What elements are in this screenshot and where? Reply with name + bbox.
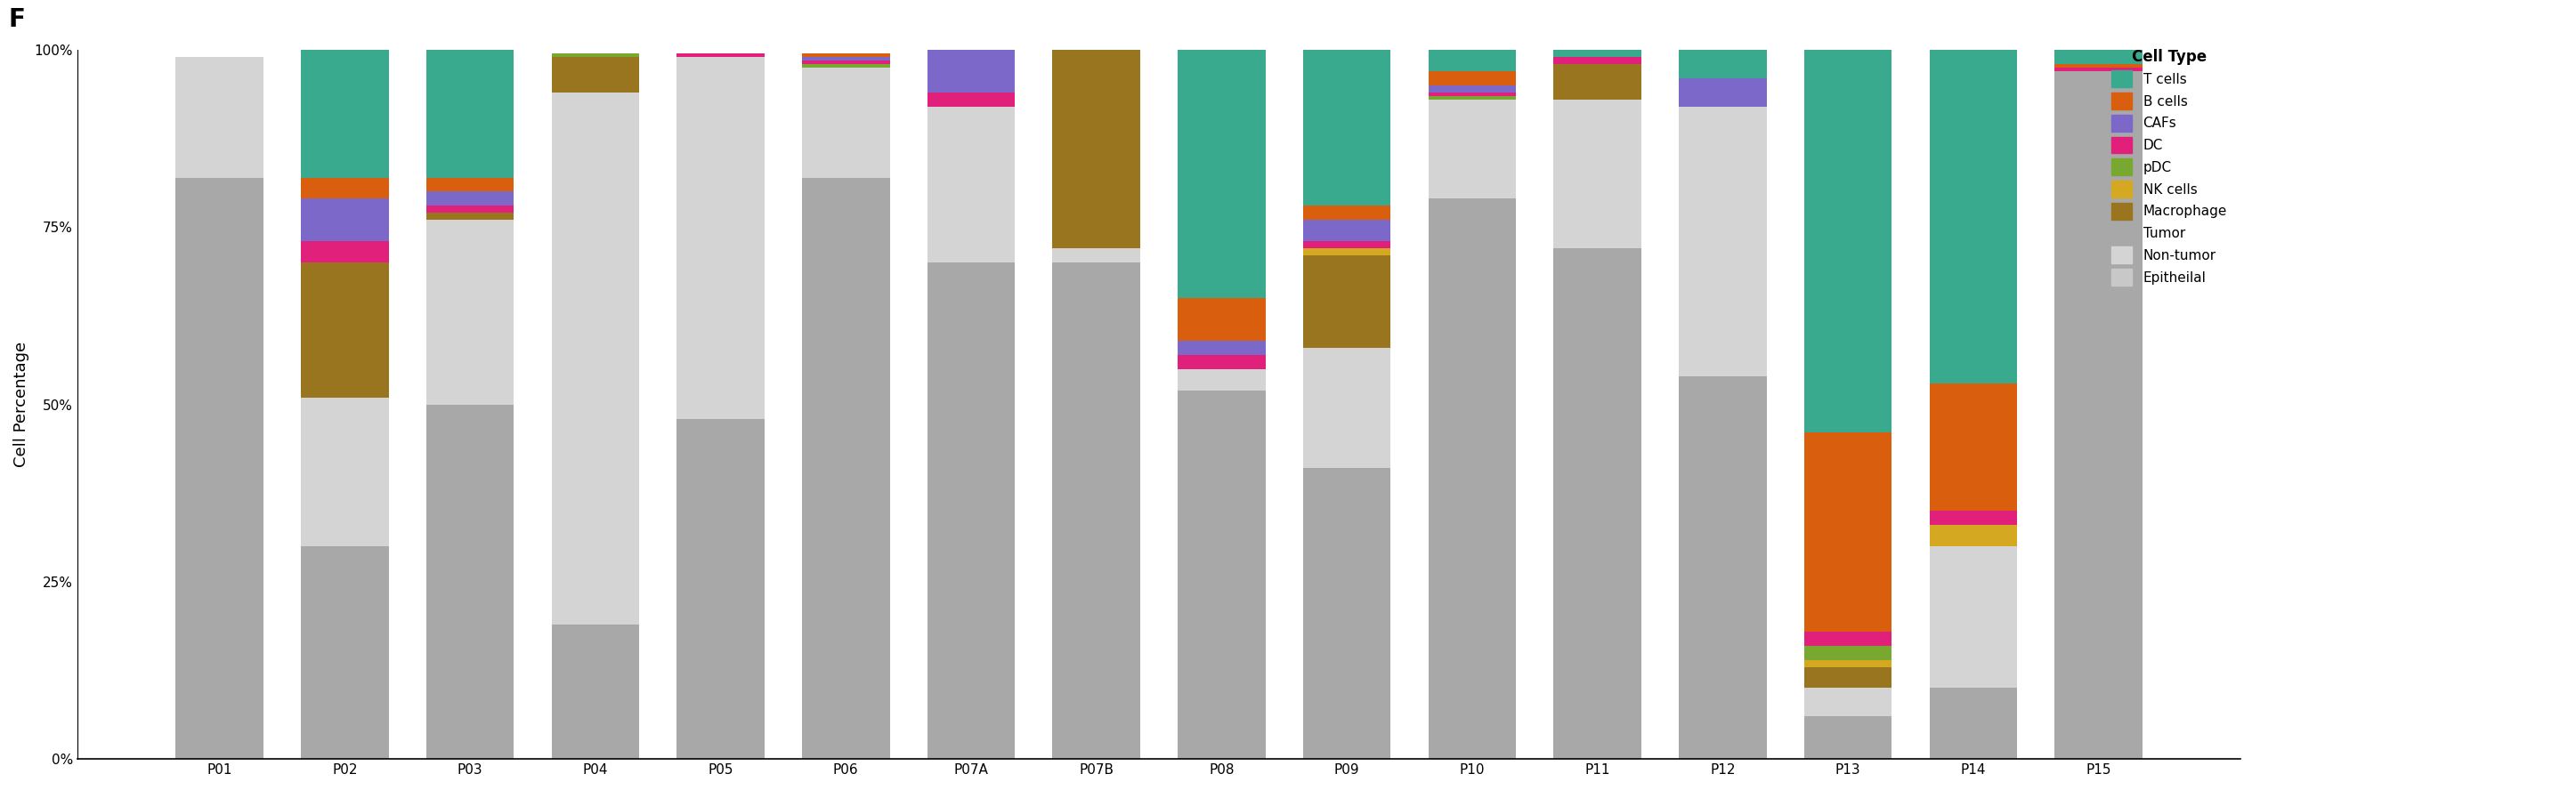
Bar: [1803, 50, 1891, 433]
Bar: [1177, 50, 1265, 298]
Bar: [301, 241, 389, 262]
Bar: [1929, 525, 2017, 546]
Bar: [1553, 248, 1641, 759]
Bar: [1054, 50, 1141, 248]
Bar: [677, 54, 765, 57]
Bar: [927, 92, 1015, 107]
Bar: [1803, 717, 1891, 759]
Bar: [801, 178, 889, 759]
Bar: [551, 54, 639, 57]
Bar: [801, 54, 889, 57]
Bar: [1303, 50, 1391, 206]
Bar: [1427, 100, 1517, 199]
Bar: [1177, 369, 1265, 390]
Bar: [1553, 64, 1641, 100]
Legend: T cells, B cells, CAFs, DC, pDC, NK cells, Macrophage, Tumor, Non-tumor, Epithei: T cells, B cells, CAFs, DC, pDC, NK cell…: [2105, 43, 2233, 292]
Bar: [1553, 100, 1641, 248]
Bar: [801, 57, 889, 61]
Bar: [425, 178, 513, 192]
Bar: [1303, 248, 1391, 255]
Bar: [1680, 78, 1767, 107]
Bar: [801, 68, 889, 178]
Bar: [1427, 71, 1517, 85]
Bar: [1803, 660, 1891, 667]
Bar: [927, 262, 1015, 759]
Bar: [1803, 667, 1891, 688]
Bar: [301, 178, 389, 199]
Bar: [1177, 355, 1265, 369]
Bar: [1427, 92, 1517, 96]
Text: F: F: [8, 7, 26, 32]
Bar: [2056, 71, 2143, 759]
Bar: [2056, 64, 2143, 68]
Bar: [1680, 50, 1767, 78]
Bar: [1427, 96, 1517, 100]
Bar: [425, 206, 513, 213]
Bar: [1929, 511, 2017, 525]
Bar: [1803, 645, 1891, 660]
Bar: [1929, 383, 2017, 511]
Bar: [1054, 262, 1141, 759]
Bar: [1177, 390, 1265, 759]
Bar: [1427, 199, 1517, 759]
Bar: [1929, 688, 2017, 759]
Bar: [175, 57, 263, 178]
Bar: [1303, 348, 1391, 468]
Bar: [1680, 376, 1767, 759]
Bar: [1177, 340, 1265, 355]
Bar: [677, 57, 765, 419]
Bar: [551, 92, 639, 624]
Bar: [1427, 85, 1517, 92]
Bar: [425, 220, 513, 404]
Bar: [425, 50, 513, 178]
Bar: [301, 546, 389, 759]
Bar: [927, 50, 1015, 92]
Bar: [301, 199, 389, 241]
Bar: [927, 107, 1015, 262]
Bar: [175, 178, 263, 759]
Bar: [2056, 68, 2143, 71]
Bar: [301, 262, 389, 397]
Bar: [1303, 468, 1391, 759]
Bar: [1803, 688, 1891, 717]
Bar: [1303, 206, 1391, 220]
Bar: [425, 192, 513, 206]
Bar: [425, 213, 513, 220]
Bar: [801, 64, 889, 68]
Bar: [1303, 220, 1391, 241]
Bar: [1427, 50, 1517, 71]
Bar: [1303, 255, 1391, 348]
Bar: [1553, 50, 1641, 57]
Bar: [1177, 298, 1265, 340]
Bar: [425, 404, 513, 759]
Bar: [1803, 433, 1891, 631]
Bar: [301, 50, 389, 178]
Bar: [1303, 241, 1391, 248]
Bar: [301, 397, 389, 546]
Y-axis label: Cell Percentage: Cell Percentage: [13, 341, 28, 467]
Bar: [1803, 631, 1891, 645]
Bar: [551, 57, 639, 92]
Bar: [1054, 248, 1141, 262]
Bar: [1680, 107, 1767, 376]
Bar: [2056, 50, 2143, 64]
Bar: [1553, 57, 1641, 64]
Bar: [677, 419, 765, 759]
Bar: [801, 61, 889, 64]
Bar: [1929, 546, 2017, 688]
Bar: [1929, 50, 2017, 383]
Bar: [551, 624, 639, 759]
